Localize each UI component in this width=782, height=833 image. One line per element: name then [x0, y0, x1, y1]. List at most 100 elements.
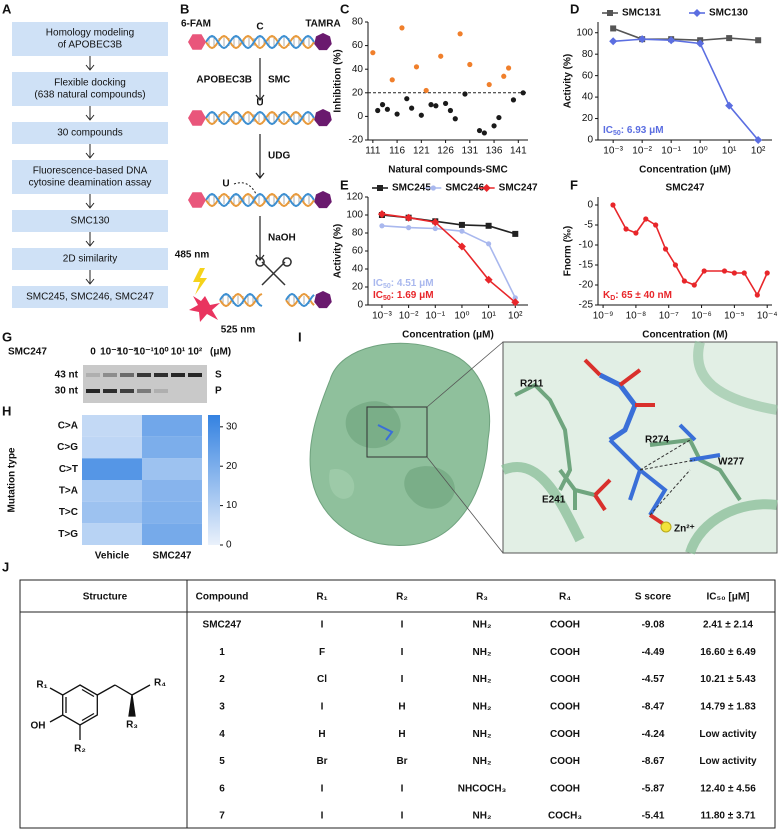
point: [442, 100, 449, 107]
table-cell: 2.41 ± 2.14: [703, 620, 753, 631]
point: [667, 36, 676, 45]
y-tick-label: -20: [349, 135, 364, 146]
scissors: [255, 257, 292, 286]
point: [447, 107, 454, 114]
chemical-structure: [49, 684, 151, 740]
dna-strand: [205, 110, 315, 126]
x-tick-label: 10⁻²: [632, 146, 652, 157]
table-cell: COCH₃: [548, 811, 582, 822]
gel-unit: (μM): [210, 347, 231, 358]
dna-strand: [205, 34, 315, 50]
table-cell: I: [401, 674, 404, 685]
flow-text: 30 compounds: [57, 128, 123, 139]
x-tick-label: 121: [413, 146, 430, 157]
x-tick-label: 10⁰: [454, 311, 469, 322]
y-axis-title: Activity (%): [563, 54, 574, 108]
heat-cell: [82, 480, 142, 502]
y-tick-label: 20: [582, 113, 594, 124]
point: [486, 241, 492, 247]
annotation-part: : 6.93 μM: [621, 125, 664, 136]
flow-text: Homology modeling: [46, 28, 134, 39]
dna-strand: [219, 292, 263, 308]
panel-label: I: [298, 329, 302, 344]
point: [423, 87, 429, 94]
point: [638, 35, 647, 44]
x-axis-title: Concentration (μM): [402, 330, 494, 341]
table-cell: NH₂: [473, 674, 492, 685]
dna-strand: [205, 110, 315, 126]
annotation-part: K: [603, 290, 611, 301]
point: [433, 103, 439, 109]
point: [610, 25, 617, 32]
x-tick-label: 10⁻⁵: [724, 311, 745, 322]
table-cell: COOH: [550, 674, 580, 685]
dna-strand: [205, 192, 315, 208]
table-cell: NH₂: [473, 647, 492, 658]
table-header: IC₅₀ [μM]: [707, 592, 750, 603]
flow-text: Fluorescence-based DNA: [33, 166, 148, 177]
point: [511, 298, 520, 307]
table-cell: COOH: [550, 647, 580, 658]
point: [755, 37, 762, 44]
annotation-part: : 1.69 μM: [391, 290, 434, 301]
label: NaOH: [268, 233, 296, 244]
x-tick-label: 126: [437, 146, 454, 157]
point: [701, 268, 707, 274]
table-header: S score: [635, 592, 672, 603]
label: UDG: [268, 151, 290, 162]
emission-burst: [189, 296, 220, 322]
label: TAMRA: [305, 19, 340, 30]
point: [754, 292, 760, 298]
table-cell: 6: [219, 783, 225, 794]
panel-label: G: [2, 329, 12, 344]
gel-bands: [86, 373, 202, 393]
x-tick-label: 10¹: [722, 146, 737, 157]
x-tick-label: 10²: [751, 146, 766, 157]
point: [389, 77, 395, 83]
point: [379, 223, 385, 229]
flow-box: [12, 286, 168, 308]
x-tick-label: 10⁻¹: [661, 146, 681, 157]
x-tick-label: 111: [365, 146, 381, 157]
point: [510, 97, 517, 103]
flow-text: (638 natural compounds): [34, 90, 145, 101]
y-tick-label: 40: [352, 64, 364, 75]
legend-marker: [693, 9, 701, 17]
point: [512, 230, 519, 237]
gel-row-label: 30 nt: [55, 386, 79, 397]
table-cell: Cl: [317, 674, 327, 685]
point: [520, 90, 526, 96]
point: [379, 102, 386, 108]
point: [476, 127, 483, 134]
lane-label: 10⁻³: [100, 347, 120, 358]
point: [428, 102, 434, 108]
row-label: T>C: [59, 507, 78, 518]
flow-text: Flexible docking: [54, 78, 126, 89]
y-axis-title: Fnorm (‰): [563, 226, 574, 277]
point: [501, 73, 507, 79]
table-cell: -4.49: [642, 647, 665, 658]
point: [462, 91, 468, 97]
y-tick-label: -25: [579, 300, 594, 311]
y-tick-label: 100: [346, 210, 363, 221]
lightning: [193, 268, 207, 295]
flow-arrow: [85, 144, 95, 159]
fluorophore: [188, 110, 206, 126]
row-label: C>T: [59, 464, 78, 475]
table-cell: 1: [219, 647, 225, 658]
flow-arrow: [85, 270, 95, 285]
ion-label: Zn²⁺: [674, 524, 695, 535]
point: [610, 202, 616, 208]
series-line: [612, 204, 768, 297]
label: 6-FAM: [181, 19, 211, 30]
table-cell: 12.40 ± 4.56: [700, 783, 756, 794]
point: [394, 111, 400, 117]
point: [691, 282, 697, 288]
annotation-part: IC: [373, 290, 383, 301]
x-tick-label: 10²: [508, 311, 523, 322]
flow-text: 2D similarity: [63, 254, 117, 265]
legend-label: SMC246: [445, 183, 484, 194]
point: [370, 50, 376, 56]
x-tick-label: 131: [461, 146, 478, 157]
table-cell: 11.80 ± 3.71: [701, 811, 756, 822]
